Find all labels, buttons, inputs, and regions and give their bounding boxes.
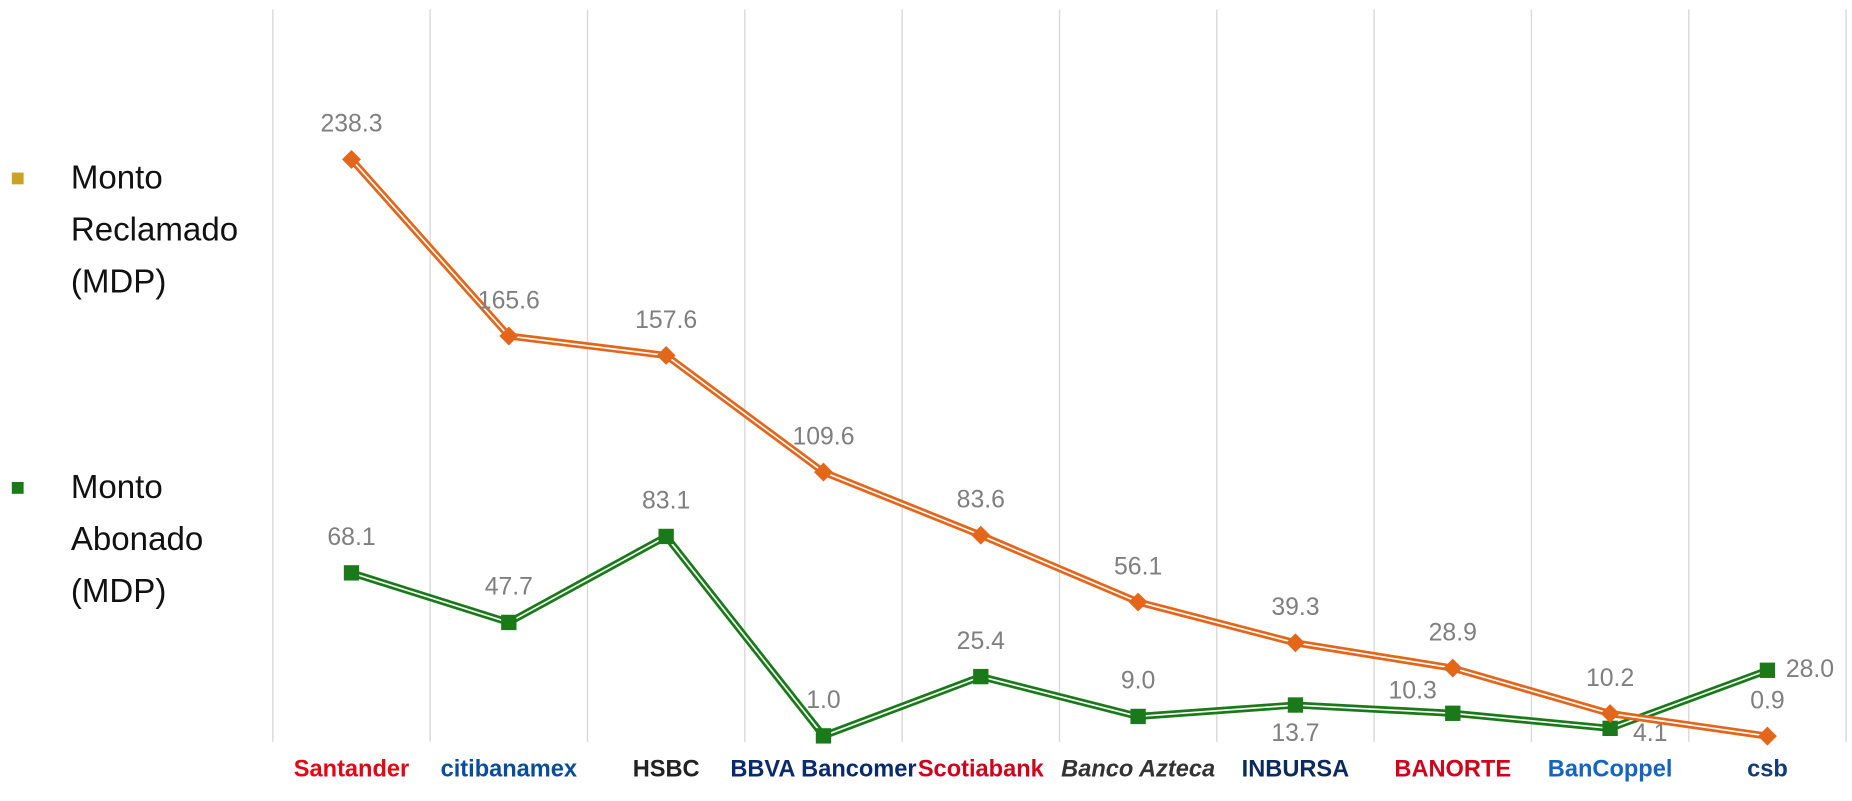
- x-tick-label: csb: [1747, 756, 1788, 782]
- marker: [1128, 592, 1148, 612]
- data-label: 28.9: [1429, 619, 1477, 646]
- marker: [973, 668, 989, 685]
- data-label: 83.1: [642, 488, 690, 515]
- marker: [1287, 697, 1304, 713]
- marker: [656, 346, 676, 365]
- marker: [1600, 704, 1620, 723]
- x-tick-label: BANORTE: [1394, 756, 1511, 782]
- data-label: 10.2: [1586, 665, 1634, 692]
- x-tick-label: Scotiabank: [918, 756, 1045, 782]
- series-line-highlight: [350, 158, 1768, 737]
- data-label: 13.7: [1271, 720, 1319, 747]
- data-label: 28.0: [1786, 656, 1834, 683]
- legend-label: Monto Abonado (MDP): [71, 469, 203, 610]
- marker: [499, 326, 519, 346]
- data-label: 9.0: [1121, 668, 1155, 695]
- data-label: 39.3: [1271, 594, 1319, 621]
- data-label: 1.0: [806, 687, 840, 714]
- x-tick-label: BBVA Bancomer: [730, 756, 916, 782]
- x-tick-label: Santander: [294, 756, 409, 782]
- data-label: 83.6: [957, 487, 1005, 514]
- marker: [1602, 720, 1618, 737]
- marker: [814, 462, 833, 482]
- marker: [1130, 708, 1146, 725]
- marker: [1445, 705, 1461, 721]
- marker: [342, 149, 361, 169]
- data-label: 157.6: [635, 307, 697, 334]
- legend-label: Monto Reclamado (MDP): [71, 159, 238, 300]
- legend-marker: [11, 172, 24, 185]
- data-label: 238.3: [320, 111, 382, 138]
- marker: [1757, 726, 1777, 746]
- marker: [815, 728, 832, 744]
- data-label: 25.4: [957, 628, 1005, 655]
- data-label: 109.6: [792, 423, 854, 450]
- data-label: 165.6: [478, 287, 540, 314]
- data-label: 47.7: [485, 574, 533, 601]
- marker: [1443, 658, 1463, 678]
- marker: [971, 525, 991, 545]
- series-line-highlight: [351, 535, 1768, 737]
- data-label: 10.3: [1388, 678, 1436, 705]
- marker: [658, 528, 674, 545]
- marker: [1286, 633, 1305, 653]
- x-tick-label: BanCoppel: [1548, 756, 1673, 782]
- marker: [343, 565, 360, 581]
- data-label: 68.1: [327, 524, 375, 551]
- marker: [501, 614, 517, 631]
- x-tick-label: citibanamex: [441, 756, 577, 782]
- x-tick-label: INBURSA: [1242, 756, 1350, 782]
- data-label: 0.9: [1750, 687, 1784, 714]
- x-tick-label: HSBC: [633, 756, 700, 782]
- data-label: 56.1: [1114, 553, 1162, 580]
- x-tick-label: Banco Azteca: [1061, 756, 1215, 782]
- marker: [1759, 662, 1776, 678]
- legend-marker: [11, 481, 24, 494]
